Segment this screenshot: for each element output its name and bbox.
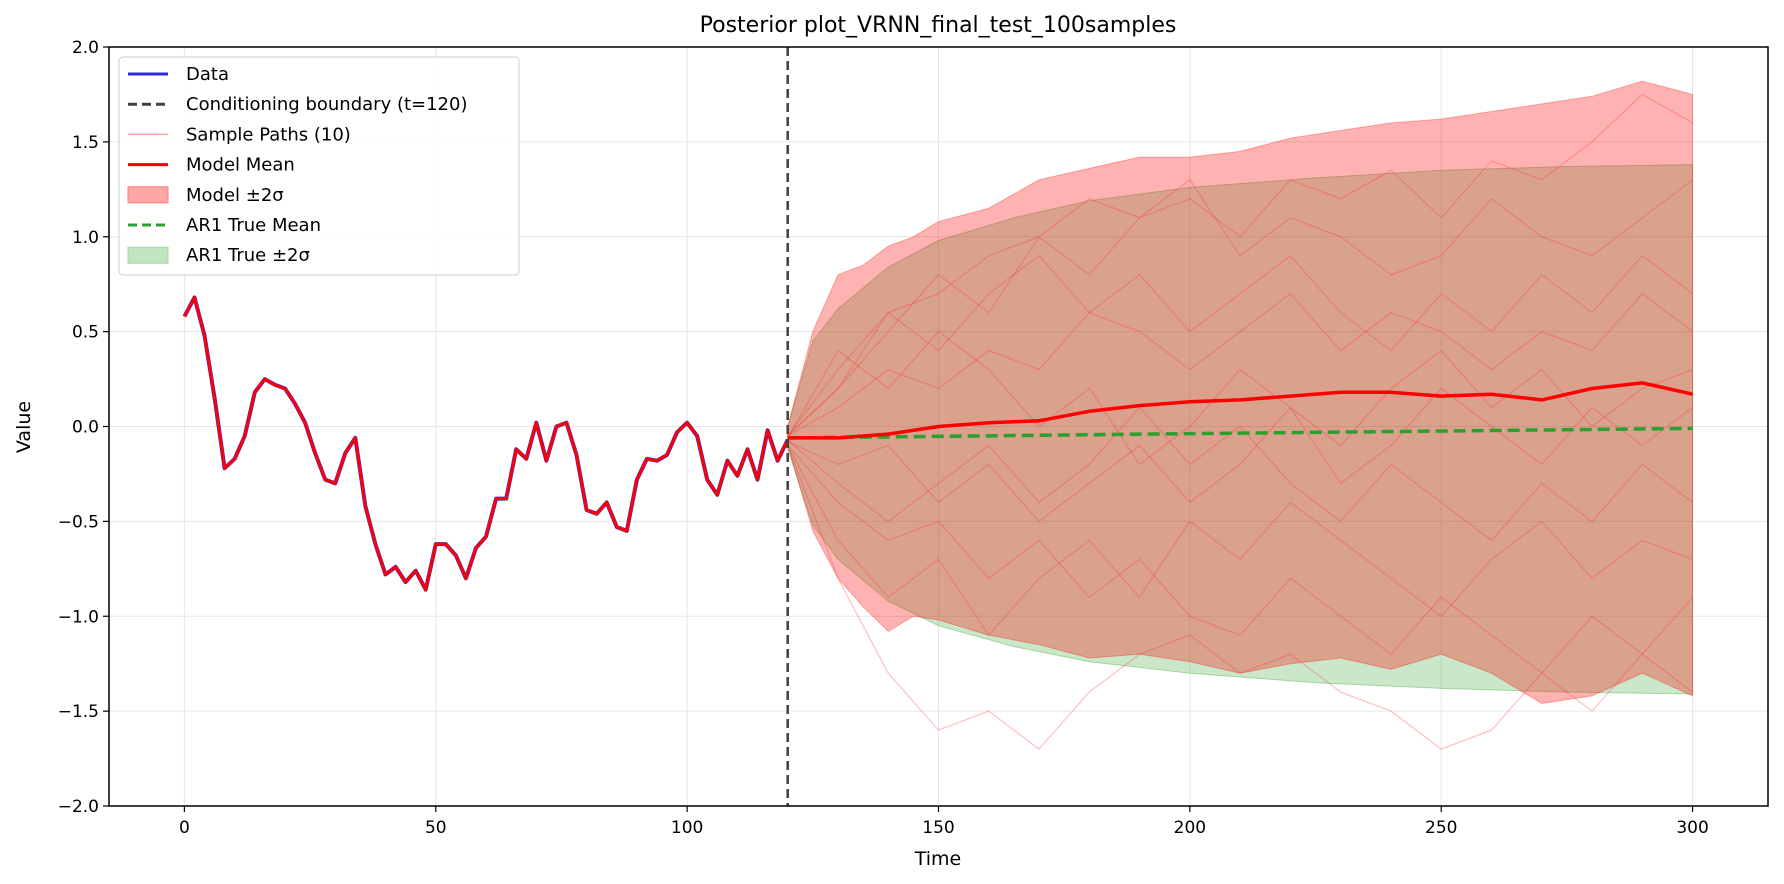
sample-path-line bbox=[787, 387, 1693, 523]
y-tick-label: 0.5 bbox=[72, 323, 99, 343]
x-axis-label: Time bbox=[914, 848, 962, 870]
legend-swatch bbox=[127, 186, 169, 204]
data-reconstruction-line bbox=[183, 296, 790, 592]
data-series-layer bbox=[182, 295, 790, 592]
y-tick-label: 1.0 bbox=[72, 228, 99, 248]
sample-path-line bbox=[787, 254, 1693, 437]
sample-path-line bbox=[787, 330, 1693, 466]
y-axis-label: Value bbox=[13, 401, 35, 453]
sample-paths-layer bbox=[787, 93, 1694, 750]
ar1-band bbox=[787, 164, 1694, 695]
y-tick-label: −2.0 bbox=[58, 797, 99, 817]
legend-label: Sample Paths (10) bbox=[186, 124, 351, 145]
ar1-mean-line bbox=[787, 426, 1693, 440]
sample-path-line bbox=[787, 445, 1693, 637]
model-band-layer bbox=[787, 80, 1694, 705]
legend: Data Conditioning boundary (t=120) Sample … bbox=[118, 56, 520, 276]
x-tick-label: 300 bbox=[1676, 818, 1708, 838]
y-tick-label: 2.0 bbox=[72, 38, 99, 58]
y-axis-ticks: −2.0 −1.5 −1.0 −0.5 0.0 0.5 1.0 1.5 2.0 bbox=[58, 38, 109, 817]
y-tick-label: −1.5 bbox=[58, 702, 99, 722]
x-tick-label: 150 bbox=[922, 818, 954, 838]
x-tick-label: 250 bbox=[1425, 818, 1457, 838]
y-tick-label: 1.5 bbox=[72, 133, 99, 153]
model-band bbox=[787, 80, 1694, 705]
x-tick-label: 0 bbox=[179, 818, 190, 838]
x-tick-label: 100 bbox=[671, 818, 703, 838]
legend-label: AR1 True Mean bbox=[186, 215, 321, 236]
x-axis-ticks: 0 50 100 150 200 250 300 bbox=[179, 806, 1709, 838]
legend-swatch bbox=[127, 246, 169, 264]
legend-label: Data bbox=[186, 64, 229, 85]
ar1-band-layer bbox=[787, 164, 1694, 695]
model-mean-line bbox=[787, 381, 1693, 440]
sample-path-line bbox=[787, 445, 1694, 675]
y-tick-label: −1.0 bbox=[58, 607, 99, 627]
sample-path-line bbox=[787, 406, 1693, 542]
sample-path-line bbox=[787, 178, 1693, 437]
legend-label: AR1 True ±2σ bbox=[186, 245, 310, 266]
sample-path-line bbox=[787, 292, 1693, 437]
x-tick-label: 50 bbox=[425, 818, 447, 838]
legend-box bbox=[118, 56, 520, 276]
sample-path-line bbox=[787, 93, 1693, 437]
chart-title: Posterior plot_VRNN_final_test_100sample… bbox=[700, 13, 1177, 38]
mean-lines-layer bbox=[787, 381, 1693, 440]
legend-label: Model Mean bbox=[186, 155, 295, 176]
sample-path-line bbox=[787, 445, 1693, 750]
x-tick-label: 200 bbox=[1174, 818, 1206, 838]
y-tick-label: 0.0 bbox=[72, 418, 99, 438]
legend-label: Conditioning boundary (t=120) bbox=[186, 94, 467, 115]
legend-label: Model ±2σ bbox=[186, 185, 284, 206]
y-tick-label: −0.5 bbox=[58, 512, 99, 532]
